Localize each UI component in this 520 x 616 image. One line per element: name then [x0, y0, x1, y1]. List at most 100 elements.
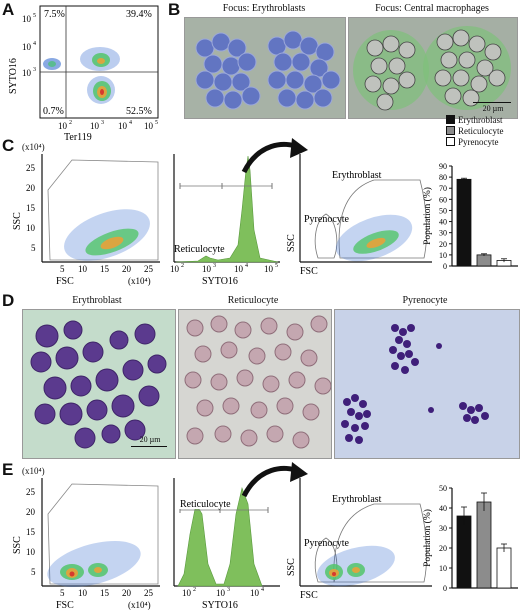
c-xtick-5: 25 [144, 264, 154, 274]
a-xtick-3-exp: 4 [129, 120, 132, 126]
e-xtick-2: 10 [78, 588, 88, 598]
c-xtick-1: 5 [60, 264, 65, 274]
c-bar-ytick-label: 40 [439, 218, 447, 227]
c-gated-scatter: Erythroblast Pyrenocyte FSC SSC [286, 154, 432, 277]
c-bar-ytick-label: 60 [439, 195, 447, 204]
e-bar-ytick-label: 40 [439, 504, 447, 513]
legend-swatch-gray [446, 126, 455, 135]
legend-label-erythroblast: Erythroblast [458, 115, 503, 125]
a-ytick-1: 10 [22, 14, 32, 24]
c-bar-bar-erythroblast [456, 178, 472, 267]
c-yunit: (x10⁴) [22, 142, 45, 152]
d-caption-pyrenocyte: Pyrenocyte [402, 295, 448, 306]
e-erythroblast-gate [333, 503, 428, 583]
c-pyrenocyte-gate [314, 213, 338, 259]
e-hist-xtick-3: 10 [250, 588, 260, 598]
panel-letter-b: B [168, 0, 181, 19]
c-fsc-label: FSC [56, 276, 74, 287]
e-bar-bar-reticulocyte [476, 501, 492, 589]
e-ssc-label: SSC [12, 536, 23, 554]
legend-label-reticulocyte: Reticulocyte [458, 126, 504, 136]
micrograph-d-erythroblast: 20 µm [22, 309, 176, 459]
c-bar-ytick-label: 0 [443, 262, 447, 271]
panel-letter-d: D [2, 291, 15, 310]
population-cloud-bottom-right [87, 76, 115, 104]
e-bar-ytick-label: 10 [439, 564, 447, 573]
c-bar-ytick-label: 10 [439, 251, 447, 260]
c-erythroblast-gate [338, 179, 428, 259]
c-bar-ytick-label: 50 [439, 206, 447, 215]
a-ylabel: SYTO16 [8, 58, 19, 94]
e-ytick-2: 20 [26, 507, 36, 517]
quadrant-top-left-label: 7.5% [44, 9, 65, 20]
svg-text:10: 10 [234, 264, 244, 274]
b-title-left: Focus: Erythroblasts [222, 3, 306, 14]
c-xtick-2: 10 [78, 264, 88, 274]
population-cloud-top-right [80, 47, 120, 71]
svg-text:3: 3 [213, 263, 216, 269]
e-histogram-fill [177, 486, 263, 587]
a-xtick-2: 10 [90, 121, 100, 131]
c-ytick-2: 20 [26, 183, 36, 193]
quadrant-bottom-left-label: 0.7% [43, 106, 64, 117]
a-ytick-3-exp: 3 [33, 67, 36, 73]
c-bar-ytick-label: 20 [439, 240, 447, 249]
svg-text:10: 10 [170, 264, 180, 274]
legend-label-pyrenocyte: Pyrenocyte [458, 137, 499, 147]
svg-text:2: 2 [181, 263, 184, 269]
b-title-right: Focus: Central macrophages [375, 3, 489, 14]
panel-letter-a: A [2, 0, 15, 19]
e-bar-bar-erythroblast [456, 515, 472, 589]
a-xtick-1-exp: 2 [69, 120, 72, 126]
d-caption-reticulocyte: Reticulocyte [227, 295, 279, 306]
e-xtick-4: 20 [122, 588, 132, 598]
c-curved-arrow-icon [241, 138, 308, 174]
c-bar-ylabel: Population (%) [422, 187, 433, 245]
e-bar-ytick-label: 0 [443, 584, 447, 593]
b-scalebar-label: 20 µm [482, 104, 504, 113]
e-bar-ytick-label: 20 [439, 544, 447, 553]
e-fsc-label: FSC [56, 600, 74, 611]
c-bar-chart: 0 10 20 30 40 50 60 70 80 90 Population (%) [422, 162, 518, 271]
e-yunit: (x10⁴) [22, 466, 45, 476]
e-ytick-1: 25 [26, 487, 36, 497]
e-gated-ssc-label: SSC [286, 558, 297, 576]
c-bar-ytick-label: 70 [439, 184, 447, 193]
legend-item-reticulocyte: Reticulocyte [446, 126, 503, 137]
flow-plot-a: 7.5% 39.4% 0.7% 52.5% 10 5 10 4 10 3 10 … [8, 5, 159, 143]
e-bar-ylabel: Population (%) [422, 509, 433, 567]
e-erythroblast-label: Erythroblast [332, 494, 382, 505]
e-hist-xtick-2: 10 [216, 588, 226, 598]
a-xtick-2-exp: 3 [101, 120, 104, 126]
d-caption-erythroblast: Erythroblast [72, 295, 122, 306]
svg-text:4: 4 [245, 263, 248, 269]
e-bar-chart: 0 10 20 30 40 50 Population (%) [422, 484, 518, 593]
legend-item-pyrenocyte: Pyrenocyte [446, 137, 503, 148]
legend: Erythroblast Reticulocyte Pyrenocyte [446, 115, 503, 148]
e-hist-xlabel: SYTO16 [202, 600, 238, 611]
c-ytick-1: 25 [26, 163, 36, 173]
e-hist-xtick-1-exp: 2 [193, 587, 196, 593]
svg-text:5: 5 [275, 263, 278, 269]
c-gated-ssc-label: SSC [286, 234, 297, 252]
a-xlabel: Ter119 [64, 132, 92, 143]
legend-swatch-white [446, 137, 455, 146]
c-hist-reticulocyte-label: Reticulocyte [174, 244, 225, 255]
a-ytick-1-exp: 5 [33, 13, 36, 19]
c-ytick-4: 10 [26, 223, 36, 233]
legend-item-erythroblast: Erythroblast [446, 115, 503, 126]
a-ytick-2-exp: 4 [33, 41, 36, 47]
micrograph-d-reticulocyte [178, 309, 332, 459]
population-cloud-top-left [43, 58, 61, 70]
e-gated-fsc-label: FSC [300, 590, 318, 601]
e-histogram: Reticulocyte 10 2 10 3 10 4 SYTO16 [173, 478, 280, 611]
e-xtick-5: 25 [144, 588, 154, 598]
panel-letter-c: C [2, 136, 15, 155]
a-xtick-4-exp: 5 [155, 120, 158, 126]
e-gated-scatter: Erythroblast Pyrenocyte FSC SSC [286, 478, 432, 601]
quadrant-top-right-label: 39.4% [126, 9, 152, 20]
c-histogram: Reticulocyte 10 2 10 3 10 4 10 5 SYTO16 [170, 154, 280, 287]
panel-letter-e: E [2, 460, 14, 479]
e-pyrenocyte-label: Pyrenocyte [304, 538, 350, 549]
c-bar-ytick-label: 30 [439, 229, 447, 238]
